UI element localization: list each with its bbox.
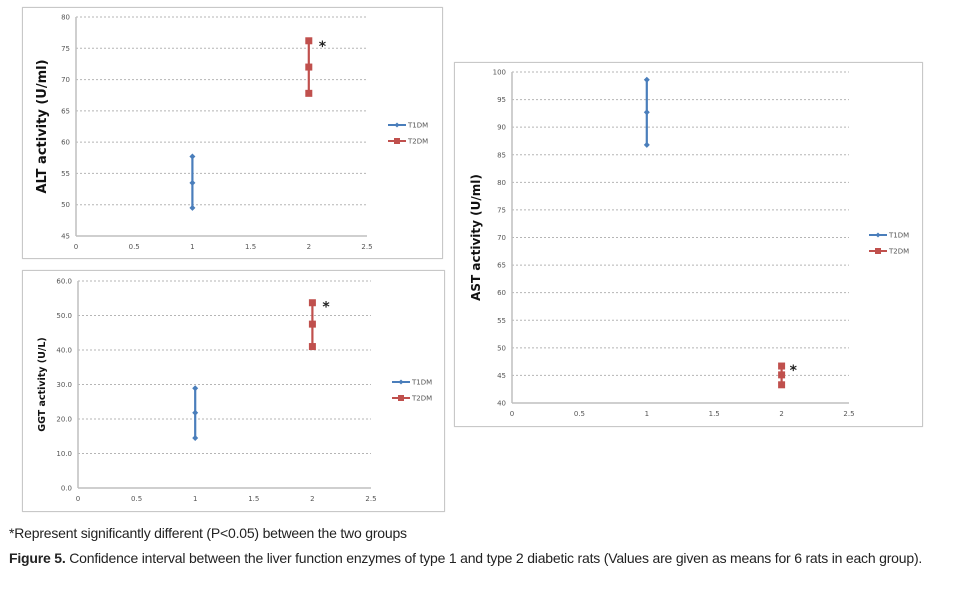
x-tick-label: 0.5	[129, 243, 140, 251]
y-tick-label: 40.0	[56, 347, 72, 355]
x-tick-label: 2	[310, 495, 314, 503]
y-tick-label: 90	[497, 124, 506, 132]
legend-label-t1dm: T1DM	[888, 232, 909, 240]
x-tick-label: 0	[74, 243, 78, 251]
legend-marker-square	[398, 395, 404, 401]
x-tick-label: 2.5	[365, 495, 376, 503]
series-t2dm: *	[308, 299, 330, 351]
x-tick-label: 1	[190, 243, 194, 251]
data-point-diamond	[643, 109, 650, 116]
series-t2dm: *	[305, 37, 327, 97]
y-tick-label: 85	[497, 151, 506, 159]
y-tick-label: 65	[61, 107, 70, 115]
ast-chart: 40 45 50 55 60 65 70 75 80 85 90 95 100 0 0.5 1 1.5 2 2.5 A…	[469, 69, 909, 419]
y-axis-label: ALT activity (U/ml)	[35, 59, 50, 193]
data-point-diamond	[643, 76, 650, 83]
y-tick-label: 100	[493, 69, 506, 77]
ast-chart-frame	[454, 62, 923, 427]
y-tick-label: 80	[61, 14, 70, 22]
y-tick-label: 70	[61, 76, 70, 84]
alt-chart-frame	[22, 7, 443, 259]
x-tick-label: 1	[193, 495, 197, 503]
y-tick-label: 50.0	[56, 312, 72, 320]
data-point-square	[778, 371, 786, 379]
y-tick-label: 60.0	[56, 278, 72, 286]
y-tick-label: 20.0	[56, 416, 72, 424]
y-tick-label: 75	[61, 45, 70, 53]
y-tick-label: 65	[497, 262, 506, 270]
y-tick-label: 60	[497, 289, 506, 297]
x-tick-label: 2	[779, 410, 783, 418]
legend-marker-diamond	[398, 379, 404, 385]
y-tick-label: 30.0	[56, 381, 72, 389]
caption-label: Figure 5.	[9, 550, 66, 566]
y-tick-label: 55	[497, 317, 506, 325]
y-tick-label: 50	[61, 201, 70, 209]
data-point-square	[305, 89, 313, 97]
series-t1dm	[192, 385, 199, 441]
y-tick-label: 50	[497, 344, 506, 352]
x-tick-label: 2	[307, 243, 311, 251]
significance-star: *	[790, 363, 798, 379]
ggt-chart-frame	[22, 270, 445, 512]
data-point-square	[308, 343, 316, 351]
x-tick-label: 1.5	[248, 495, 259, 503]
y-tick-label: 45	[497, 372, 506, 380]
data-point-square	[778, 381, 786, 389]
y-tick-label: 0.0	[61, 485, 72, 493]
data-point-diamond	[189, 153, 196, 160]
y-axis-label: AST activity (U/ml)	[469, 174, 483, 301]
x-tick-label: 1.5	[245, 243, 256, 251]
legend-label-t1dm: T1DM	[411, 379, 432, 387]
data-point-diamond	[643, 141, 650, 148]
footnote: *Represent significantly different (P<0.…	[9, 525, 407, 541]
data-point-diamond	[189, 204, 196, 211]
caption-text: Confidence interval between the liver fu…	[65, 550, 923, 566]
data-point-square	[308, 320, 316, 328]
x-tick-label: 0	[76, 495, 80, 503]
x-tick-label: 0	[510, 410, 514, 418]
data-point-diamond	[192, 385, 199, 392]
data-point-diamond	[189, 179, 196, 186]
legend-label-t1dm: T1DM	[407, 122, 428, 130]
legend-label-t2dm: T2DM	[411, 395, 432, 403]
significance-star: *	[319, 39, 327, 55]
series-t1dm	[189, 153, 196, 211]
data-point-square	[778, 362, 786, 370]
legend-label-t2dm: T2DM	[888, 248, 909, 256]
legend-marker-diamond	[875, 232, 881, 238]
data-point-diamond	[192, 409, 199, 416]
data-point-diamond	[192, 434, 199, 441]
y-tick-label: 10.0	[56, 450, 72, 458]
legend-marker-square	[875, 248, 881, 254]
series-t2dm: *	[778, 362, 798, 389]
y-tick-label: 40	[497, 400, 506, 408]
data-point-square	[305, 63, 313, 71]
y-tick-label: 70	[497, 234, 506, 242]
data-point-square	[305, 37, 313, 45]
x-tick-label: 1.5	[709, 410, 720, 418]
y-axis-label: GGT activity (U/L)	[37, 337, 48, 431]
legend-marker-diamond	[394, 122, 400, 128]
x-tick-label: 0.5	[574, 410, 585, 418]
significance-star: *	[322, 300, 330, 316]
x-tick-label: 2.5	[361, 243, 372, 251]
y-tick-label: 95	[497, 96, 506, 104]
alt-chart: 45 50 55 60 65 70 75 80 0 0.5 1 1.5 2 2.5 ALT activity…	[35, 14, 428, 252]
y-tick-label: 55	[61, 170, 70, 178]
x-tick-label: 2.5	[843, 410, 854, 418]
figure-caption: Figure 5. Confidence interval between th…	[9, 549, 949, 567]
x-tick-label: 0.5	[131, 495, 142, 503]
x-tick-label: 1	[645, 410, 649, 418]
y-tick-label: 45	[61, 233, 70, 241]
y-tick-label: 80	[497, 179, 506, 187]
ggt-chart: 0.0 10.0 20.0 30.0 40.0 50.0 60.0 0 0.5 1 1.5 2 2.5 G…	[37, 278, 432, 504]
series-t1dm	[643, 76, 650, 148]
y-tick-label: 60	[61, 139, 70, 147]
legend-label-t2dm: T2DM	[407, 138, 428, 146]
data-point-square	[308, 299, 316, 307]
y-tick-label: 75	[497, 206, 506, 214]
legend-marker-square	[394, 138, 400, 144]
